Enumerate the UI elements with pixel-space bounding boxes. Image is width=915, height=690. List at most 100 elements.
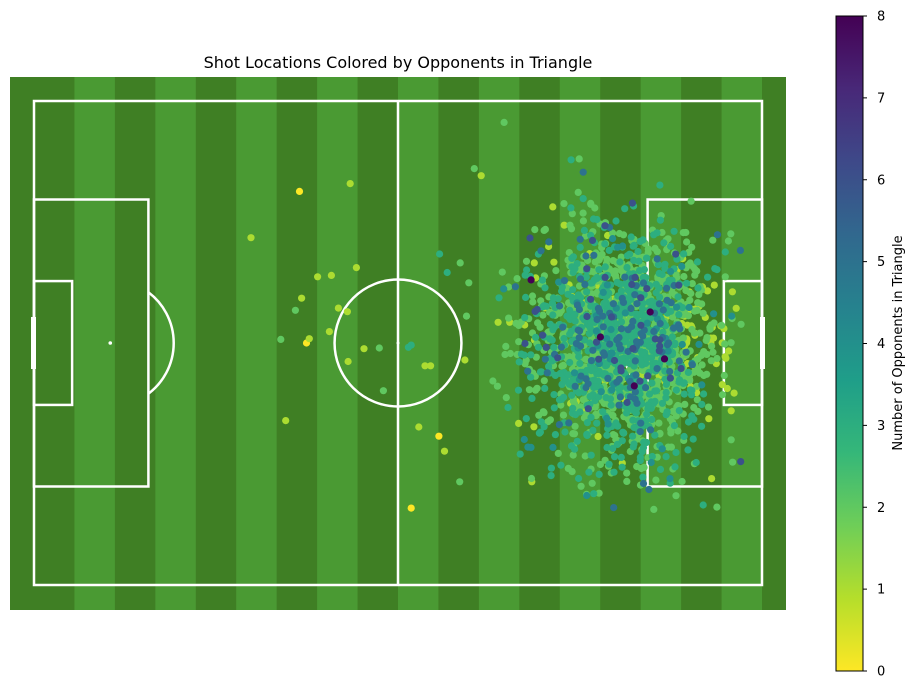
shot-point — [379, 387, 387, 395]
shot-point — [608, 386, 616, 394]
shot-point — [545, 238, 553, 246]
shot-point — [575, 155, 583, 163]
shot-point — [695, 340, 703, 348]
shot-point — [617, 453, 625, 461]
shot-point — [440, 447, 449, 455]
shot-point — [689, 435, 697, 443]
shot-point — [709, 236, 717, 244]
shot-point — [498, 268, 506, 276]
shot-point — [533, 384, 541, 392]
shot-point — [546, 320, 555, 328]
shot-point — [644, 401, 653, 410]
shot-point — [686, 296, 694, 304]
shot-point — [653, 255, 661, 263]
shot-point — [584, 405, 592, 413]
shot-point — [639, 479, 648, 488]
shot-point — [569, 253, 578, 261]
shot-point — [672, 412, 680, 420]
shot-point — [674, 293, 682, 301]
shot-point — [277, 335, 285, 343]
shot-point — [566, 353, 574, 361]
shot-point — [666, 374, 675, 382]
shot-point — [247, 234, 255, 242]
shot-point — [514, 386, 523, 394]
shot-point — [639, 444, 648, 452]
shot-point — [690, 415, 698, 423]
shot-point — [631, 291, 639, 299]
left-penalty-arc — [147, 291, 175, 395]
shot-point — [727, 339, 735, 347]
shot-point — [675, 407, 683, 415]
shot-point — [639, 350, 647, 358]
shot-point — [618, 355, 626, 363]
shot-point — [667, 242, 675, 250]
shot-point — [679, 379, 688, 387]
shot-point — [560, 277, 569, 285]
shot-point — [583, 419, 592, 427]
shot-point — [645, 485, 653, 494]
shot-point — [684, 418, 693, 426]
shot-point — [571, 445, 579, 453]
shot-point — [629, 345, 637, 353]
shot-point — [569, 404, 577, 412]
shot-point — [708, 475, 716, 483]
shot-point — [710, 281, 718, 289]
shot-point — [639, 299, 647, 307]
shot-point — [343, 308, 351, 316]
shot-point — [643, 285, 651, 293]
shot-point — [500, 118, 508, 126]
shot-point — [595, 355, 603, 363]
shot-point — [604, 420, 612, 428]
colorbar-tick-label: 2 — [877, 501, 885, 516]
colorbar: 0 1 2 3 4 5 6 7 8 Number of Opponents in Triangl… — [835, 10, 906, 680]
shot-point — [566, 358, 574, 367]
shot-point — [688, 361, 697, 369]
shot-point — [590, 251, 598, 259]
shot-point — [595, 489, 603, 497]
shot-point — [554, 354, 562, 362]
shot-point — [539, 331, 547, 339]
shot-point — [567, 156, 575, 164]
shot-point — [573, 437, 581, 445]
shot-point — [687, 197, 695, 205]
shot-point — [537, 247, 545, 255]
shot-point — [556, 302, 564, 310]
shot-point — [629, 242, 637, 250]
pitch-stripe — [236, 77, 277, 610]
shot-point — [689, 263, 697, 271]
shot-point — [538, 276, 547, 284]
shot-point — [569, 430, 577, 438]
shot-point — [640, 266, 649, 274]
shot-point — [628, 199, 637, 207]
shot-point — [648, 379, 656, 387]
shot-point — [549, 311, 557, 319]
shot-point — [663, 409, 671, 417]
shot-point — [541, 355, 549, 363]
shot-point — [421, 362, 429, 370]
shot-point — [576, 275, 585, 283]
shot-point — [623, 469, 631, 477]
shot-point — [664, 347, 672, 355]
shot-point — [610, 356, 619, 365]
shot-point — [660, 355, 669, 363]
shot-point — [672, 492, 680, 500]
shot-point — [613, 378, 621, 386]
shot-point — [569, 268, 577, 276]
shot-point — [676, 325, 684, 333]
shot-point — [573, 301, 582, 309]
shot-point — [704, 403, 713, 411]
shot-point — [579, 217, 588, 225]
shot-point — [587, 279, 595, 287]
colorbar-tick-label: 7 — [877, 91, 885, 106]
shot-point — [576, 408, 584, 416]
shot-point — [501, 350, 509, 359]
shot-point — [708, 342, 716, 350]
shot-point — [678, 477, 686, 486]
shot-point — [535, 429, 544, 437]
shot-point — [595, 370, 603, 378]
shot-point — [680, 432, 688, 441]
shot-point — [616, 393, 625, 401]
shot-point — [537, 418, 545, 426]
shot-point — [575, 282, 584, 290]
shot-point — [558, 283, 566, 291]
